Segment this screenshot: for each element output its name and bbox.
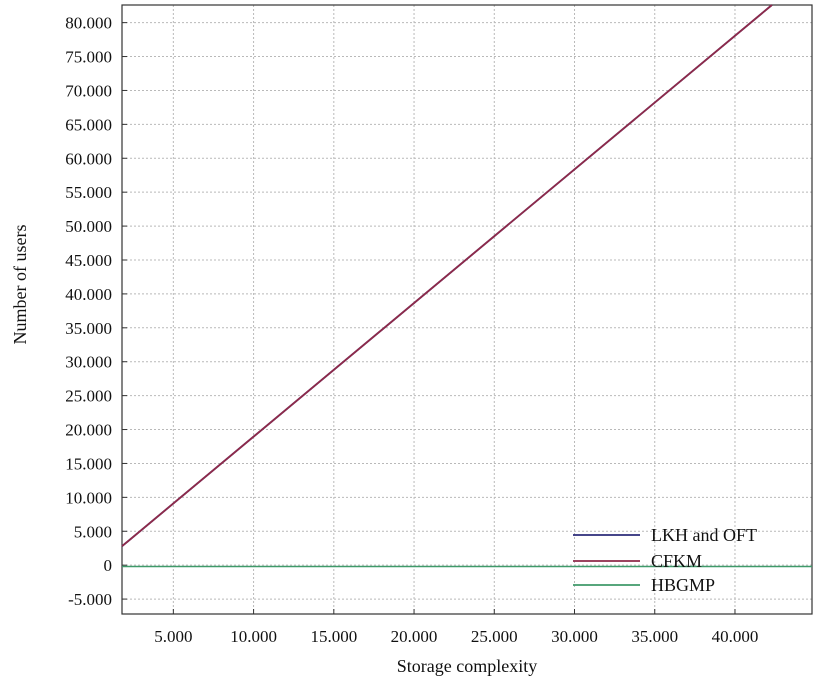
y-tick-label: 25.000 <box>65 387 112 406</box>
x-tick-label: 35.000 <box>631 627 678 646</box>
series-line <box>121 4 773 547</box>
y-tick-label: 15.000 <box>65 454 112 473</box>
legend-label: LKH and OFT <box>651 525 757 545</box>
plot-area-frame <box>121 4 813 615</box>
y-tick-label: 70.000 <box>65 81 112 100</box>
y-tick-label: 80.000 <box>65 14 112 33</box>
x-tick-label: 20.000 <box>391 627 438 646</box>
y-tick-label: 10.000 <box>65 488 112 507</box>
legend: LKH and OFT CFKM HBGMP <box>573 525 757 595</box>
x-axis: 5.000 10.000 15.000 20.000 25.000 30.000 35.00… <box>154 609 758 646</box>
x-tick-label: 15.000 <box>310 627 357 646</box>
y-tick-label: 60.000 <box>65 149 112 168</box>
x-tick-label: 25.000 <box>471 627 518 646</box>
y-tick-label: 20.000 <box>65 421 112 440</box>
y-tick-label: -5.000 <box>68 590 112 609</box>
y-tick-label: 55.000 <box>65 183 112 202</box>
y-tick-label: 0 <box>104 556 113 575</box>
y-axis-title: Number of users <box>10 225 30 345</box>
y-tick-label: 40.000 <box>65 285 112 304</box>
y-tick-label: 75.000 <box>65 48 112 67</box>
y-axis: -5.000 0 5.000 10.000 15.000 20.000 25.000 30.0… <box>65 14 127 609</box>
legend-label: HBGMP <box>651 575 715 595</box>
x-axis-title: Storage complexity <box>397 656 537 676</box>
x-tick-label: 10.000 <box>230 627 277 646</box>
legend-label: CFKM <box>651 551 702 571</box>
grid <box>122 5 812 614</box>
y-tick-label: 35.000 <box>65 319 112 338</box>
series-lines <box>121 4 812 568</box>
x-tick-label: 40.000 <box>712 627 759 646</box>
y-tick-label: 65.000 <box>65 115 112 134</box>
y-tick-label: 30.000 <box>65 353 112 372</box>
y-tick-label: 45.000 <box>65 251 112 270</box>
y-tick-label: 5.000 <box>74 522 112 541</box>
x-tick-label: 5.000 <box>154 627 192 646</box>
x-tick-label: 30.000 <box>551 627 598 646</box>
y-tick-label: 50.000 <box>65 217 112 236</box>
